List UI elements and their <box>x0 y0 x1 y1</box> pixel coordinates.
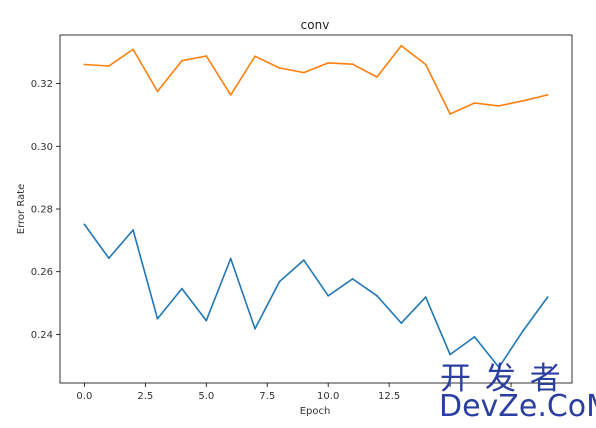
watermark-site-text: DevZe.CoM <box>439 389 596 424</box>
series-1-point <box>473 336 476 338</box>
watermark: 开 发 者 DevZe.CoM <box>439 361 596 424</box>
y-axis-label: Error Rate <box>16 184 27 234</box>
series-2-point <box>376 76 378 78</box>
chart-title: conv <box>301 18 330 32</box>
y-tick-label: 0.30 <box>31 142 53 153</box>
x-tick-label: 12.5 <box>378 391 400 402</box>
series-1-point <box>522 329 525 332</box>
series-1-point <box>449 353 451 356</box>
series-1-point <box>229 257 232 260</box>
x-axis-label: Epoch <box>300 406 331 417</box>
series-2-point <box>400 44 403 47</box>
y-axis: 0.24 0.26 0.28 0.30 0.32 <box>31 79 60 341</box>
plot-area <box>59 34 573 384</box>
y-tick-label: 0.32 <box>31 79 53 90</box>
plot-frame <box>59 34 573 384</box>
series-1-point <box>83 223 86 226</box>
x-tick-label: 0.0 <box>76 391 92 402</box>
series-2-point <box>107 65 110 67</box>
series-2-point <box>497 104 500 107</box>
series-2-point <box>302 71 305 74</box>
series-2-point <box>424 63 427 66</box>
y-tick-label: 0.28 <box>31 205 53 216</box>
series-2-point <box>473 102 476 104</box>
series-1-point <box>278 280 281 283</box>
series-2-point <box>156 90 159 93</box>
y-tick-label: 0.24 <box>31 330 53 341</box>
series-line-1 <box>83 223 549 369</box>
x-tick-label: 2.5 <box>137 391 153 402</box>
series-2-point <box>327 62 330 64</box>
series-2-point <box>522 99 525 102</box>
x-axis: 0.0 2.5 5.0 7.5 10.0 12.5 <box>76 383 512 402</box>
series-2-point <box>351 63 354 66</box>
series-1-point <box>302 259 305 262</box>
series-1-point <box>376 294 378 297</box>
series-2-point <box>205 55 208 57</box>
series-1-point <box>254 327 256 330</box>
series-1-point <box>351 278 354 280</box>
series-1-point <box>497 366 500 369</box>
series-2-point <box>449 113 451 115</box>
x-tick-label: 5.0 <box>198 391 214 402</box>
series-2-point <box>83 63 86 66</box>
series-1-point <box>400 322 403 325</box>
series-2-point <box>132 48 135 51</box>
series-2-point <box>229 93 232 96</box>
x-tick-label: 10.0 <box>317 391 339 402</box>
series-2-point <box>181 59 183 62</box>
series-1-point <box>327 294 330 297</box>
watermark-chinese-text: 开 发 者 <box>440 361 563 397</box>
series-1-point <box>546 296 549 298</box>
x-tick-label: 7.5 <box>259 391 275 402</box>
series-1-point <box>181 287 183 290</box>
series-1-point <box>205 319 208 322</box>
series-line-2 <box>84 44 548 115</box>
series-1-point <box>107 257 110 260</box>
series-layer <box>83 44 549 369</box>
series-1-point <box>132 229 135 231</box>
series-1-point <box>424 296 427 298</box>
y-tick-label: 0.26 <box>31 267 53 278</box>
series-2-point <box>254 55 256 58</box>
series-1-point <box>156 317 159 320</box>
series-2-point <box>278 67 281 69</box>
series-2-point <box>546 93 549 96</box>
